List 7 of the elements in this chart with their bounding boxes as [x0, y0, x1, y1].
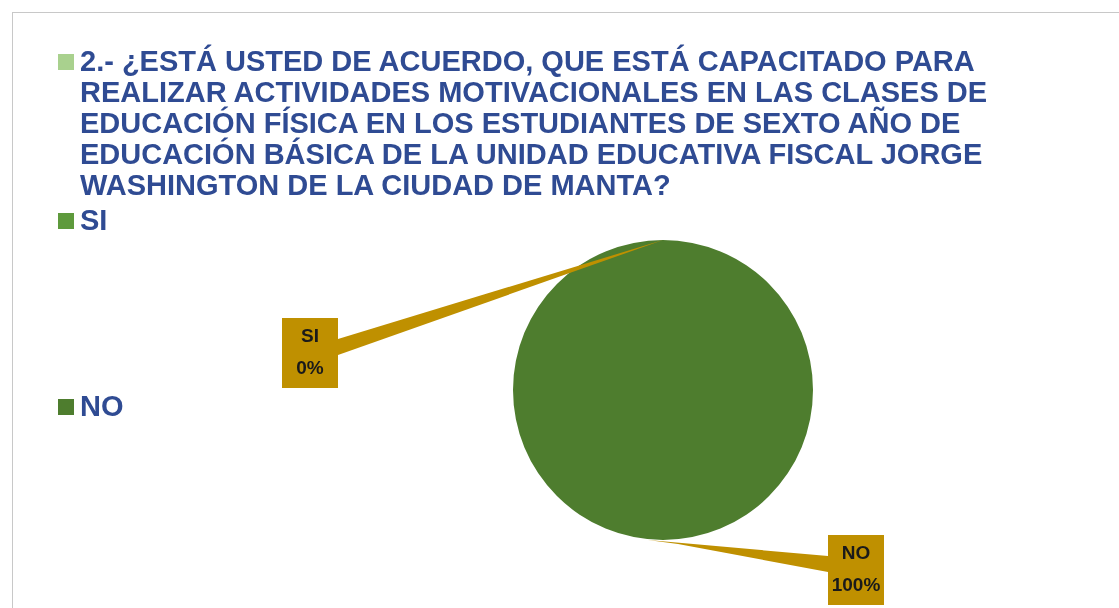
text: 0% — [296, 357, 324, 379]
legend-label: 2.- ¿ESTÁ USTED DE ACUERDO, QUE ESTÁ CAPACITADO PARA REALIZAR ACTIVIDADES MOTIVACIONALES EN LAS CLASES DE EDUCACIÓN FÍSICA EN LOS ESTUDIANTES DE SEXTO AÑO DE EDUCACIÓN BÁSICA DE LA UNIDAD EDUCATIVA FISCAL JORGE WASHINGTON DE LA CIUDAD DE MANTA? — [80, 45, 989, 201]
legend-label: NO — [80, 390, 124, 422]
data-label: 100% — [831, 574, 881, 596]
category-label: SI — [301, 325, 319, 347]
slice-label: NO — [841, 542, 871, 564]
legend-label: SI — [80, 204, 108, 236]
